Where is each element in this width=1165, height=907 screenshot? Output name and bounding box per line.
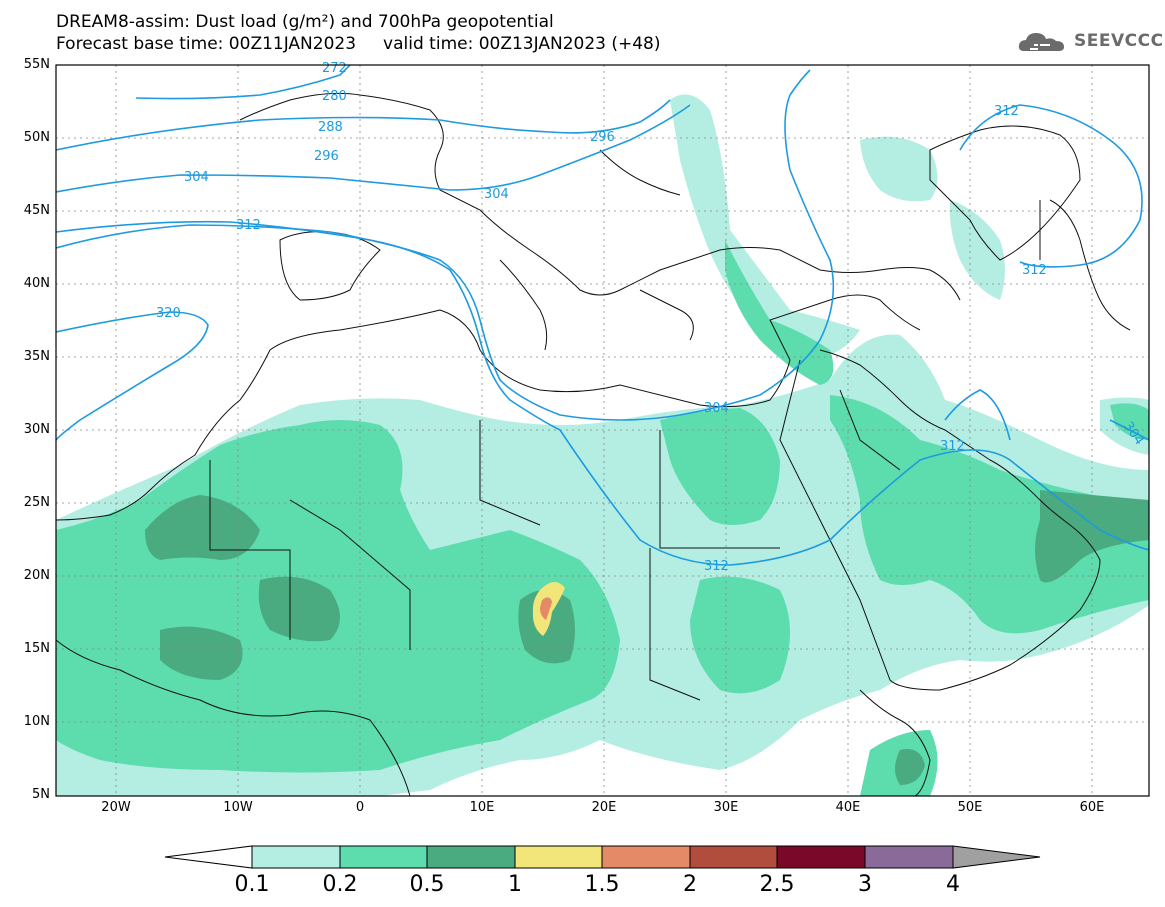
contour-label: 296 [314,149,339,164]
contour-label: 288 [318,120,343,135]
contour-label: 280 [322,89,347,104]
dust-area-medium-egypt [660,408,780,525]
colorbar-label: 0.2 [322,872,358,897]
colorbar-label: 1.5 [584,872,620,897]
colorbar-low-arrow [164,845,253,869]
lon-label: 60E [1079,800,1105,815]
map-subtitle: Forecast base time: 00Z11JAN2023 valid t… [56,34,661,54]
dust-area-very-high [540,597,552,620]
dust-area-light-north [670,94,860,360]
colorbar [164,845,1041,869]
lon-label: 40E [835,800,861,815]
colorbar-label: 4 [946,872,960,897]
contour-label: 320 [156,306,181,321]
dust-area-dark-sahel [160,626,243,680]
lon-label: 30E [713,800,739,815]
colorbar-label: 0.5 [409,872,445,897]
lat-label: 50N [23,130,50,145]
lon-label: 20W [101,800,131,815]
dust-shading [56,94,1149,796]
seevccc-logo: SEEVCCC [1016,27,1163,57]
contour-label: 296 [590,130,615,145]
dust-area-medium-east [1110,403,1149,440]
lon-label: 10E [469,800,495,815]
colorbar-label: 2.5 [759,872,795,897]
contour-label: 312 [704,559,729,574]
colorbar-bin [601,845,691,869]
contour-label-group: 272 280 288 296 296 304 304 304 312 312 … [156,61,1147,574]
map-frame [55,64,1150,797]
colorbar-bin [426,845,516,869]
dust-area-light-caspian [860,136,938,202]
lat-label: 25N [23,495,50,510]
geopotential-contours [56,65,1149,566]
cloud-icon [1018,33,1064,51]
dust-area-medium-north [725,240,834,385]
colorbar-high-arrow [952,845,1041,869]
contour-label: 304 [184,170,209,185]
colorbar-label: 2 [683,872,697,897]
lat-label: 20N [23,568,50,583]
colorbar-label: 3 [858,872,872,897]
map-title: DREAM8-assim: Dust load (g/m²) and 700hP… [56,12,554,32]
colorbar-bin [339,845,428,869]
contour-label: 312 [994,104,1019,119]
dust-area-dark-gulf [1035,490,1149,583]
colorbar-bin [251,845,341,869]
contour-label: 312 [940,439,965,454]
logo-text: SEEVCCC [1074,31,1164,51]
contour-label: 312 [236,218,261,233]
colorbar-bin [864,845,954,869]
colorbar-bin [689,845,778,869]
lat-label: 30N [23,422,50,437]
contour-label: 312 [1022,263,1047,278]
lat-label: 55N [23,57,50,72]
dust-area-medium-arabia [830,395,1149,634]
contour-label: 272 [322,61,347,76]
map-gridlines [56,65,1149,796]
colorbar-bin [776,845,866,869]
dust-area-dark-horn [895,749,925,785]
contour-label: 304 [484,187,509,202]
dust-area-dark-mauritania [145,495,260,560]
colorbar-label: 1 [508,872,522,897]
colorbar-label: 0.1 [234,872,270,897]
contour-label: 304 [704,401,729,416]
lat-label: 40N [23,276,50,291]
colorbar-bin [514,845,603,869]
lon-label: 0 [355,800,365,815]
lon-label: 20E [591,800,617,815]
lat-label: 15N [23,641,50,656]
dust-area-dark-mali [258,576,340,642]
lat-label: 5N [32,787,50,802]
lon-label: 50E [957,800,983,815]
lat-label: 10N [23,714,50,729]
lon-label: 10W [223,800,253,815]
lat-label: 45N [23,203,50,218]
dust-area-light-caspian2 [949,200,1005,300]
lat-label: 35N [23,349,50,364]
dust-area-medium-sudan [690,576,790,694]
